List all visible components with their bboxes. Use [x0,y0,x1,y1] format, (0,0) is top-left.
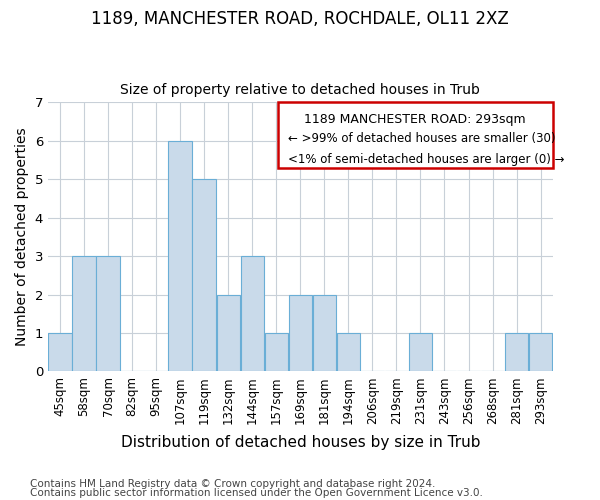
X-axis label: Distribution of detached houses by size in Trub: Distribution of detached houses by size … [121,435,480,450]
FancyBboxPatch shape [278,102,553,168]
Y-axis label: Number of detached properties: Number of detached properties [15,128,29,346]
Text: Contains public sector information licensed under the Open Government Licence v3: Contains public sector information licen… [30,488,483,498]
Bar [313,294,336,372]
Text: 1189, MANCHESTER ROAD, ROCHDALE, OL11 2XZ: 1189, MANCHESTER ROAD, ROCHDALE, OL11 2X… [91,10,509,28]
Bar [48,333,71,372]
Bar [241,256,264,372]
Text: Contains HM Land Registry data © Crown copyright and database right 2024.: Contains HM Land Registry data © Crown c… [30,479,436,489]
Bar [529,333,552,372]
Bar [169,141,192,372]
Bar [409,333,432,372]
Text: ← >99% of detached houses are smaller (30): ← >99% of detached houses are smaller (3… [287,132,555,145]
Bar [265,333,288,372]
Text: 1189 MANCHESTER ROAD: 293sqm: 1189 MANCHESTER ROAD: 293sqm [304,113,526,126]
Bar [193,179,216,372]
Bar [505,333,528,372]
Bar [217,294,240,372]
Bar [97,256,119,372]
Bar [337,333,360,372]
Title: Size of property relative to detached houses in Trub: Size of property relative to detached ho… [121,83,480,97]
Text: <1% of semi-detached houses are larger (0) →: <1% of semi-detached houses are larger (… [287,154,564,166]
Bar [73,256,95,372]
Bar [289,294,312,372]
